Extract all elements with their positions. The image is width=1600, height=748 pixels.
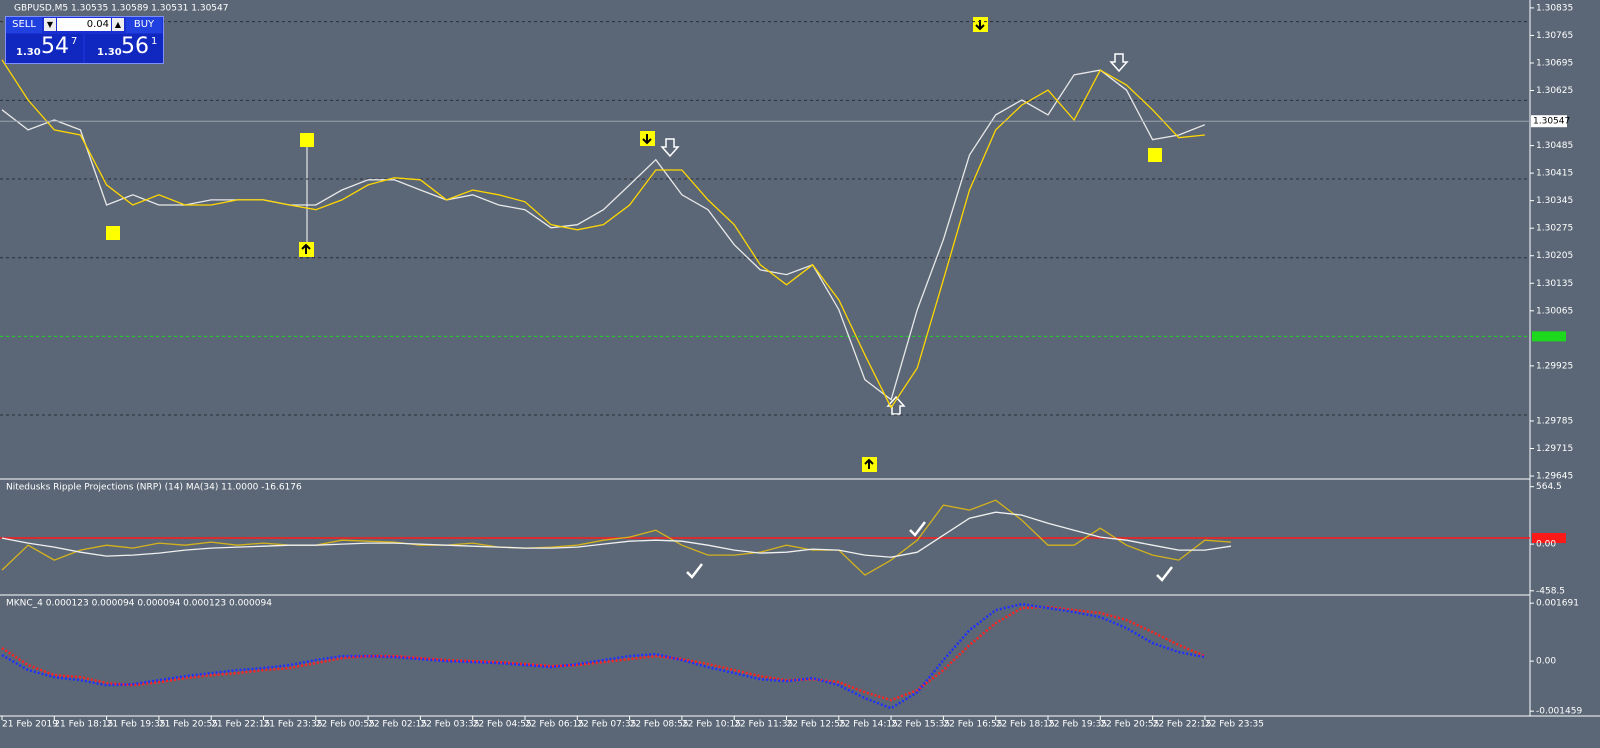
- x-tick-label: 22 Feb 04:55: [473, 720, 532, 730]
- level-tag: [1532, 533, 1566, 544]
- x-tick-label: 22 Feb 20:55: [1100, 720, 1159, 730]
- y-tick-label: 0.00: [1536, 657, 1556, 667]
- x-tick-label: 22 Feb 08:55: [630, 720, 689, 730]
- ask-frac: 1: [151, 36, 158, 47]
- x-tick-label: 21 Feb 18:15: [54, 720, 113, 730]
- y-tick-label: 1.30415: [1536, 169, 1573, 179]
- ask-box[interactable]: 1.30 56 1: [85, 34, 163, 63]
- bid-big: 1.30: [16, 47, 41, 58]
- bid-box[interactable]: 1.30 54 7: [6, 34, 83, 63]
- x-tick-label: 21 Feb 23:35: [264, 720, 323, 730]
- x-tick-label: 22 Feb 10:15: [682, 720, 741, 730]
- y-tick-label: 1.29925: [1536, 361, 1573, 371]
- sell-button[interactable]: SELL: [6, 17, 42, 33]
- y-tick-label: 1.30345: [1536, 196, 1573, 206]
- current-price-label: 1.30547: [1533, 117, 1570, 127]
- series-line: [1, 499, 1232, 576]
- y-tick-label: 1.30485: [1536, 141, 1573, 151]
- x-tick-label: 22 Feb 15:35: [891, 720, 950, 730]
- y-tick-label: 0.00: [1536, 540, 1556, 550]
- y-tick-label: 1.30275: [1536, 224, 1573, 234]
- x-tick-label: 22 Feb 12:55: [787, 720, 846, 730]
- y-tick-label: -458.5: [1536, 586, 1565, 596]
- x-tick-label: 22 Feb 14:15: [839, 720, 898, 730]
- x-tick-label: 22 Feb 23:35: [1205, 720, 1264, 730]
- y-tick-label: -0.001459: [1536, 707, 1582, 717]
- y-tick-label: 1.30205: [1536, 251, 1573, 261]
- indicator-title: MKNC_4 0.000123 0.000094 0.000094 0.0001…: [6, 599, 272, 609]
- x-tick-label: 22 Feb 11:35: [734, 720, 793, 730]
- x-tick-label: 22 Feb 19:35: [1048, 720, 1107, 730]
- x-tick-label: 22 Feb 02:15: [368, 720, 427, 730]
- series-line: [1, 605, 1206, 702]
- y-tick-label: 1.30065: [1536, 306, 1573, 316]
- x-tick-label: 22 Feb 22:15: [1153, 720, 1212, 730]
- buy-button[interactable]: BUY: [126, 17, 162, 33]
- x-tick-label: 22 Feb 07:35: [577, 720, 636, 730]
- series-line: [1, 59, 1205, 409]
- signal-icons: [106, 17, 1173, 582]
- lot-up[interactable]: ▲: [112, 18, 124, 31]
- y-tick-label: 1.30625: [1536, 86, 1573, 96]
- x-tick-label: 22 Feb 03:35: [420, 720, 479, 730]
- chart-header: GBPUSD,M5 1.30535 1.30589 1.30531 1.3054…: [14, 4, 228, 14]
- lot-down[interactable]: ▼: [44, 18, 56, 31]
- series-line: [1, 511, 1232, 558]
- x-tick-label: 21 Feb 2019: [2, 720, 58, 730]
- x-tick-label: 21 Feb 22:15: [211, 720, 270, 730]
- bid-pips: 54: [41, 34, 69, 59]
- x-tick-label: 22 Feb 16:55: [943, 720, 1002, 730]
- series-line: [1, 602, 1206, 710]
- x-tick-label: 21 Feb 19:35: [107, 720, 166, 730]
- ask-pips: 56: [121, 34, 149, 59]
- y-tick-label: 564.5: [1536, 482, 1562, 492]
- y-tick-label: 1.30765: [1536, 31, 1573, 41]
- y-tick-label: 1.29715: [1536, 444, 1573, 454]
- y-tick-label: 1.29645: [1536, 472, 1573, 482]
- indicator-title: Nitedusks Ripple Projections (NRP) (14) …: [6, 483, 302, 493]
- x-tick-label: 22 Feb 00:55: [316, 720, 375, 730]
- trade-panel: SELL ▼ 0.04 ▲ BUY 1.30 54 7 1.30 56 1: [5, 16, 164, 64]
- y-tick-label: 1.30135: [1536, 279, 1573, 289]
- ask-big: 1.30: [97, 47, 122, 58]
- y-tick-label: 1.30695: [1536, 58, 1573, 68]
- y-tick-label: 1.30835: [1536, 3, 1573, 13]
- x-tick-label: 21 Feb 20:55: [159, 720, 218, 730]
- series-line: [1, 69, 1206, 401]
- current-price-tag: [1531, 115, 1567, 128]
- lot-input[interactable]: 0.04: [57, 18, 111, 31]
- x-tick-label: 22 Feb 06:15: [525, 720, 584, 730]
- y-tick-label: 0.001691: [1536, 599, 1579, 609]
- bid-frac: 7: [71, 36, 78, 47]
- level-tag: [1532, 331, 1566, 342]
- y-tick-label: 1.29785: [1536, 416, 1573, 426]
- x-tick-label: 22 Feb 18:15: [996, 720, 1055, 730]
